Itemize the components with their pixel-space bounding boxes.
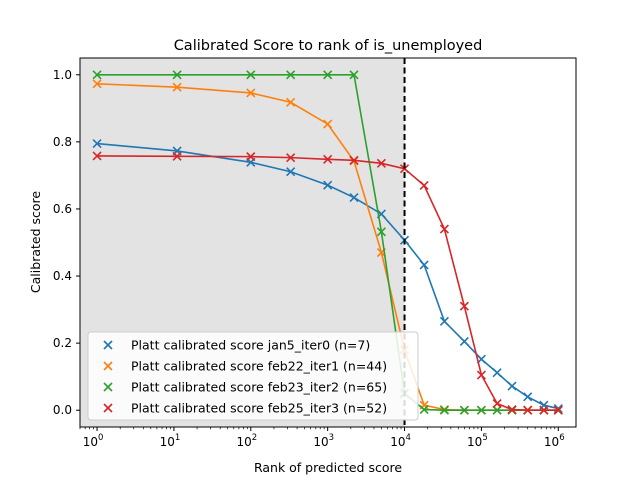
data-point bbox=[419, 180, 429, 191]
data-point bbox=[476, 370, 486, 380]
data-point bbox=[349, 70, 359, 80]
data-point bbox=[507, 404, 517, 415]
data-point bbox=[507, 381, 517, 391]
data-point bbox=[376, 227, 386, 237]
data-point bbox=[376, 158, 386, 168]
legend-label: Platt calibrated score feb23_iter2 (n=65… bbox=[131, 380, 387, 395]
y-tick-label: 0.8 bbox=[53, 135, 72, 149]
data-point bbox=[459, 336, 469, 347]
data-point bbox=[523, 392, 533, 402]
legend-label: Platt calibrated score feb22_iter1 (n=44… bbox=[131, 359, 387, 374]
legend-marker bbox=[103, 382, 113, 392]
series-1 bbox=[92, 138, 563, 414]
data-point bbox=[92, 79, 102, 89]
data-point bbox=[553, 405, 563, 415]
y-tick-label: 0.2 bbox=[53, 336, 72, 350]
data-point bbox=[172, 82, 182, 92]
legend: Platt calibrated score jan5_iter0 (n=7) P… bbox=[87, 331, 419, 421]
data-point bbox=[459, 405, 469, 415]
legend-marker bbox=[103, 340, 113, 350]
data-point bbox=[323, 180, 333, 190]
data-point bbox=[323, 154, 333, 164]
data-point bbox=[459, 301, 469, 311]
data-point bbox=[92, 151, 102, 161]
data-point bbox=[553, 403, 563, 414]
data-point bbox=[419, 404, 429, 415]
data-point bbox=[492, 398, 502, 409]
data-point bbox=[349, 155, 359, 165]
data-point bbox=[539, 405, 549, 415]
data-point bbox=[439, 316, 449, 326]
series-4 bbox=[92, 151, 563, 415]
data-point bbox=[172, 70, 182, 80]
y-tick-label: 1.0 bbox=[53, 68, 72, 82]
data-point bbox=[349, 192, 359, 203]
legend-entry: Platt calibrated score feb22_iter1 (n=44… bbox=[103, 359, 387, 374]
y-tick-label: 0.6 bbox=[53, 202, 72, 216]
legend-marker bbox=[103, 403, 113, 413]
legend-entry: Platt calibrated score jan5_iter0 (n=7) bbox=[103, 338, 370, 353]
y-tick-label: 0.4 bbox=[53, 269, 72, 283]
data-point bbox=[286, 97, 296, 107]
data-point bbox=[523, 405, 533, 415]
data-point bbox=[492, 405, 502, 415]
data-point bbox=[92, 70, 102, 80]
data-point bbox=[323, 119, 333, 129]
y-tick-label: 0.0 bbox=[53, 403, 72, 417]
data-point bbox=[439, 405, 449, 415]
x-axis-label: Rank of predicted score bbox=[254, 460, 402, 475]
y-axis-label: Calibrated score bbox=[28, 191, 43, 293]
data-point bbox=[246, 70, 256, 80]
data-point bbox=[92, 138, 102, 149]
data-point bbox=[399, 164, 410, 174]
legend-label: Platt calibrated score jan5_iter0 (n=7) bbox=[131, 338, 370, 353]
data-point bbox=[476, 405, 486, 415]
data-point bbox=[246, 152, 256, 162]
data-point bbox=[246, 88, 256, 98]
data-point bbox=[286, 70, 296, 80]
data-point bbox=[286, 153, 296, 163]
chart-title: Calibrated Score to rank of is_unemploye… bbox=[174, 38, 483, 54]
legend-marker bbox=[103, 361, 113, 371]
legend-box bbox=[87, 331, 419, 421]
data-point bbox=[439, 224, 449, 234]
legend-entry: Platt calibrated score feb25_iter3 (n=52… bbox=[103, 401, 387, 416]
data-point bbox=[286, 167, 296, 177]
data-point bbox=[172, 151, 182, 161]
data-point bbox=[419, 260, 429, 270]
legend-entry: Platt calibrated score feb23_iter2 (n=65… bbox=[103, 380, 387, 395]
data-point bbox=[323, 70, 333, 80]
legend-label: Platt calibrated score feb25_iter3 (n=52… bbox=[131, 401, 387, 416]
data-point bbox=[492, 368, 502, 378]
